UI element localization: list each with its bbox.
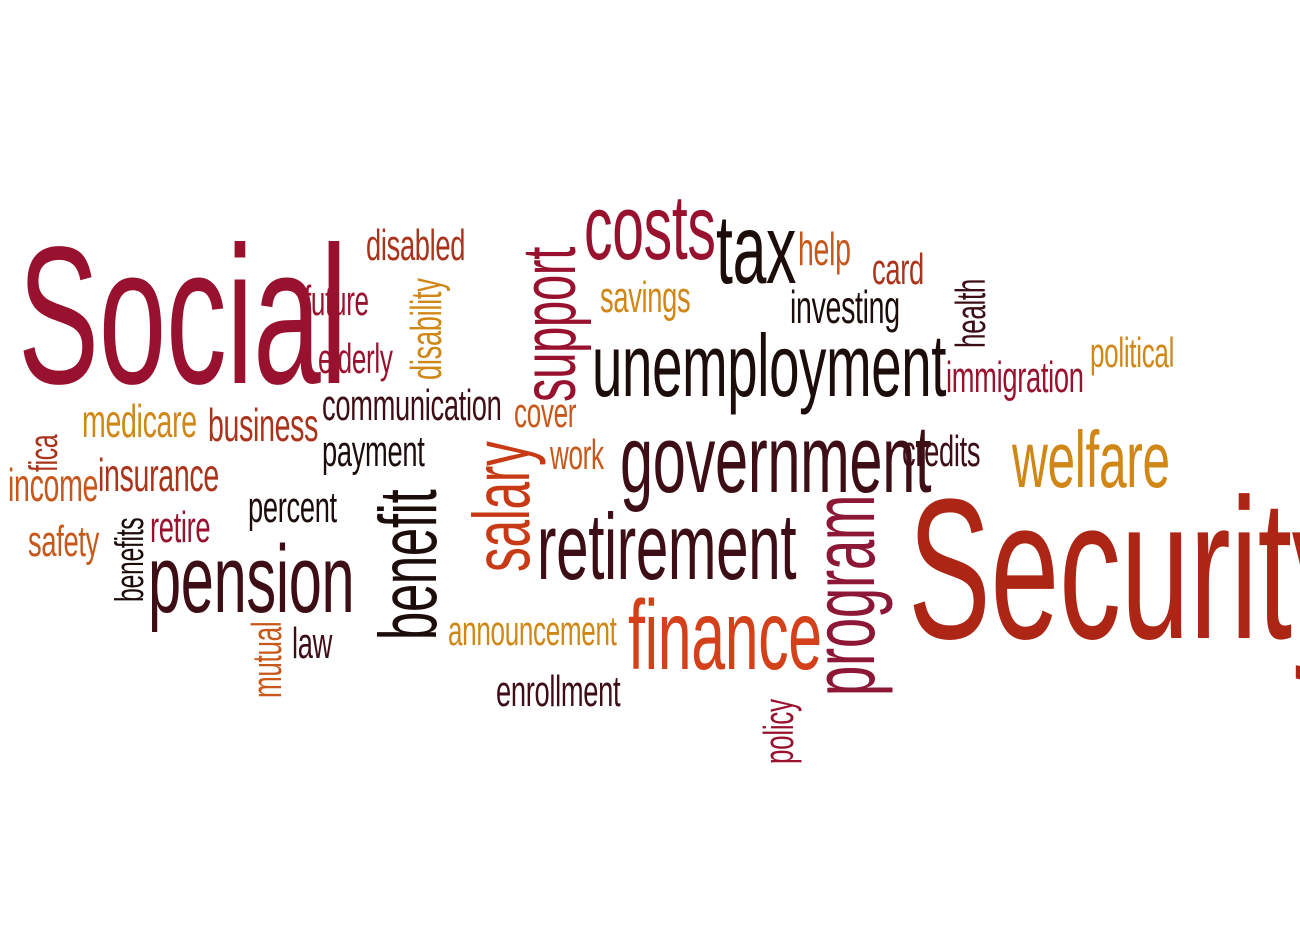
word-enrollment: enrollment xyxy=(496,667,621,716)
word-cover: cover xyxy=(514,389,577,436)
word-medicare: medicare xyxy=(82,395,197,447)
word-disability: disability xyxy=(402,278,451,380)
word-mutual: mutual xyxy=(243,621,290,698)
word-health: health xyxy=(947,278,994,348)
word-unemployment: unemployment xyxy=(592,316,947,415)
word-government: government xyxy=(620,406,932,513)
word-help: help xyxy=(798,223,851,275)
word-welfare: welfare xyxy=(1012,415,1170,504)
word-tax: tax xyxy=(716,194,797,304)
word-benefit: benefit xyxy=(363,489,454,640)
word-savings: savings xyxy=(600,273,691,322)
word-work: work xyxy=(550,431,604,478)
word-credits: credits xyxy=(902,427,981,476)
word-social: Social xyxy=(18,206,348,425)
word-costs: costs xyxy=(584,177,716,279)
word-law: law xyxy=(292,619,333,668)
word-benefits: benefits xyxy=(108,517,152,602)
word-salary: salary xyxy=(457,441,546,572)
word-insurance: insurance xyxy=(98,449,219,501)
word-percent: percent xyxy=(248,483,337,532)
word-political: political xyxy=(1090,329,1175,376)
word-announcement: announcement xyxy=(448,607,617,654)
word-disabled: disabled xyxy=(366,221,466,270)
word-support: support xyxy=(507,247,592,402)
word-policy: policy xyxy=(755,699,802,764)
word-investing: investing xyxy=(790,281,900,333)
word-elderly: elderly xyxy=(318,335,393,382)
word-finance: finance xyxy=(628,580,822,690)
word-immigration: immigration xyxy=(946,353,1084,402)
word-payment: payment xyxy=(322,427,425,476)
word-communication: communication xyxy=(322,381,502,430)
word-income: income xyxy=(8,459,99,511)
word-future: future xyxy=(304,277,369,324)
word-safety: safety xyxy=(28,517,99,566)
word-card: card xyxy=(872,245,924,294)
word-business: business xyxy=(208,399,319,451)
word-security: Security xyxy=(908,458,1300,681)
word-pension: pension xyxy=(148,526,355,633)
word-retire: retire xyxy=(150,503,211,552)
word-retirement: retirement xyxy=(537,494,797,599)
